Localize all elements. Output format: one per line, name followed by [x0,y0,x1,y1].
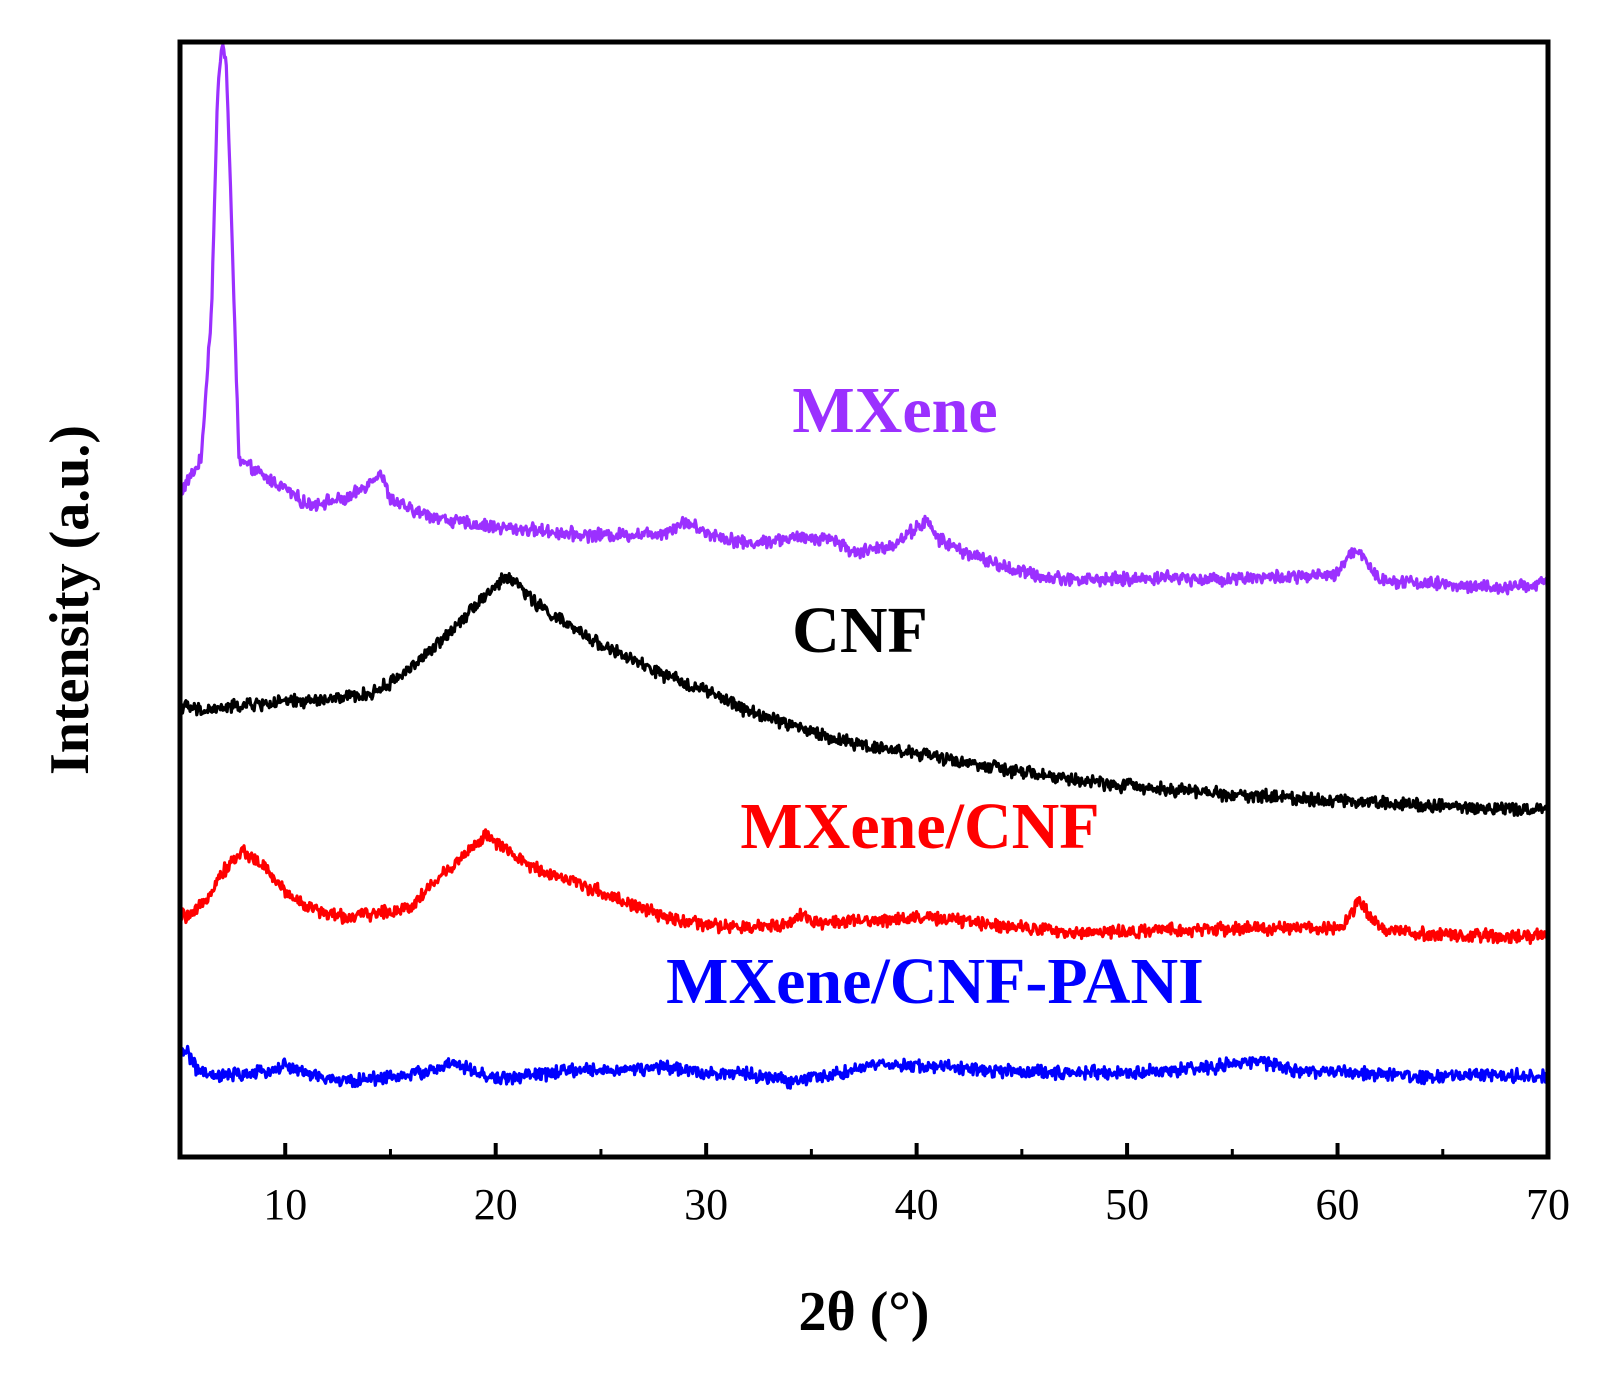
series-labels: MXene CNF MXene/CNF MXene/CNF-PANI [666,374,1204,1018]
series-label-mxene: MXene [792,374,997,447]
x-tick-label-20: 20 [474,1180,518,1229]
y-axis-title: Intensity (a.u.) [39,425,101,775]
x-tick-label-70: 70 [1526,1180,1570,1229]
x-tick-label-30: 30 [684,1180,728,1229]
x-axis: 10 20 30 40 50 60 70 [178,1143,1570,1229]
series-label-mxene-cnf: MXene/CNF [740,790,1099,863]
plot-frame [177,39,1551,1160]
x-axis-title: 2θ (°) [799,1281,930,1343]
series-label-mxene-cnf-pani: MXene/CNF-PANI [666,945,1204,1018]
x-tick-label-10: 10 [263,1180,307,1229]
series-label-cnf: CNF [792,594,928,667]
series-line-mxene-cnf [178,828,1550,946]
x-tick-label-60: 60 [1316,1180,1360,1229]
series-line-cnf [178,571,1550,817]
x-tick-label-50: 50 [1105,1180,1149,1229]
series-line-mxene-cnf-pani [179,1044,1550,1090]
series-layer [178,43,1550,1090]
x-tick-label-40: 40 [895,1180,939,1229]
series-line-mxene [178,43,1550,596]
